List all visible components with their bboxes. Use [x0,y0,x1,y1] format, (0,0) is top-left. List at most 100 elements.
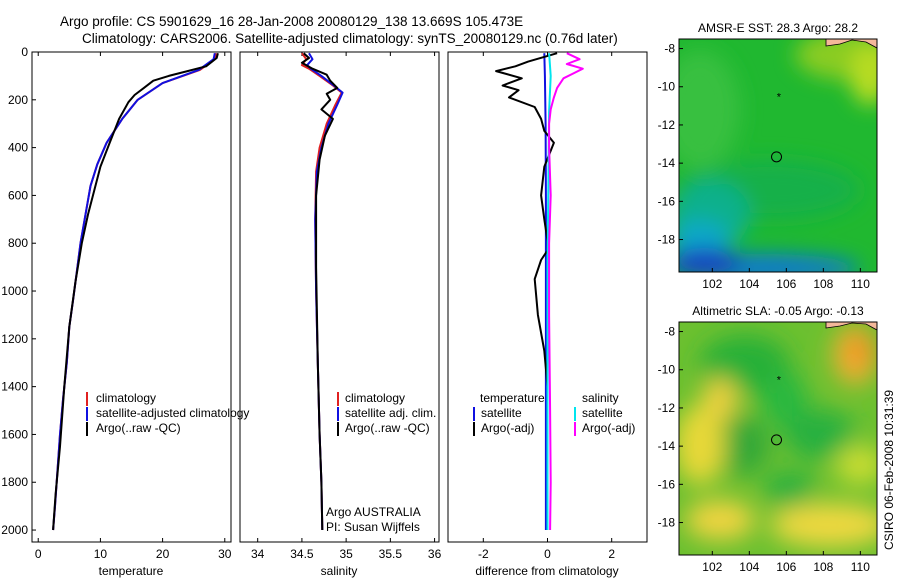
csiro-timestamp: CSIRO 06-Feb-2008 10:31:39 [882,390,896,550]
series-line-salinity-satellite [546,53,552,530]
salinity-legend: climatology satellite adj. clim. Argo(..… [337,391,436,436]
map-y-tick-label: -18 [658,516,676,530]
series-line-salinity-argo-adj [548,52,584,531]
legend-label-argo: Argo(..raw -QC) [96,421,181,435]
x-tick-label: 34 [251,547,265,561]
legend-heading-salinity: salinity [582,391,619,405]
legend-label-temp-argo: Argo(-adj) [481,421,534,435]
x-tick-label: 2 [608,547,615,561]
x-tick-label: -2 [478,547,489,561]
map-x-tick-label: 104 [739,277,759,291]
map-y-tick-label: -8 [664,42,675,56]
map-y-tick-label: -8 [664,325,675,339]
map-x-tick-label: 104 [739,560,759,574]
x-tick-label: 0 [544,547,551,561]
temperature-legend: climatology satellite-adjusted climatolo… [86,391,249,436]
argo-position-marker [771,151,783,163]
legend-label-sal-argo: Argo(-adj) [582,421,635,435]
argo-institution-note: Argo AUSTRALIA [326,505,421,519]
map-x-tick-label: 110 [851,277,870,291]
sla-map-frame [678,321,878,556]
sst-field [679,39,877,272]
y-tick-label: 200 [8,93,28,107]
x-tick-label: 34.5 [290,547,314,561]
y-tick-label: 1200 [1,332,28,346]
sla-map-panel: Altimetric SLA: -0.05 Argo: -0.13 102 104… [658,304,878,574]
y-tick-label: 1800 [1,475,28,489]
title-line-2: Climatology: CARS2006. Satellite-adjuste… [82,31,618,46]
map-x-tick-label: 102 [702,277,722,291]
salinity-panel: 34 34.5 35 35.5 36 salinity climatology sate… [239,51,442,578]
x-tick-label: 36 [428,547,442,561]
difference-panel: -2 0 2 difference from climatology tempera… [447,51,648,578]
salinity-x-axis: 34 34.5 35 35.5 36 [251,52,442,561]
legend-label-sal-satellite: satellite [582,406,623,420]
x-tick-label: 20 [156,547,170,561]
y-tick-label: 1600 [1,427,28,441]
salinity-lines [300,52,344,531]
temperature-lines [52,52,219,531]
difference-legend: temperature satellite Argo(-adj) salinit… [473,391,635,436]
legend-label-climatology: climatology [96,391,156,405]
legend-label-climatology: climatology [345,391,405,405]
sst-map-y-axis: -8 -10 -12 -14 -16 -18 [658,42,683,247]
sst-map-markers: * [771,91,783,163]
sla-map-y-axis: -8 -10 -12 -14 -16 -18 [658,325,683,530]
y-tick-label: 600 [8,188,28,202]
series-line-argo-raw-qc [52,52,219,531]
series-line-satellite-adjusted-climatology [52,53,216,531]
series-line-temperature-satellite [543,53,547,530]
x-tick-label: 10 [94,547,108,561]
map-x-tick-label: 106 [776,277,796,291]
difference-x-axis: -2 0 2 [478,52,615,561]
map-y-tick-label: -10 [658,80,676,94]
map-y-tick-label: -14 [658,439,676,453]
map-x-tick-label: 102 [702,560,722,574]
map-x-tick-label: 110 [851,560,870,574]
map-x-tick-label: 108 [813,560,833,574]
y-tick-label: 1400 [1,380,28,394]
difference-lines [495,52,584,531]
series-line-climatology [300,52,343,531]
legend-label-satellite: satellite adj. clim. [345,406,436,420]
y-tick-label: 800 [8,236,28,250]
series-line-climatology [52,52,218,531]
map-y-tick-label: -10 [658,363,676,377]
temperature-panel: 0 200 400 600 800 1000 1200 1400 1600 1800 2000 0 1… [1,45,249,578]
sst-map-title: AMSR-E SST: 28.3 Argo: 28.2 [698,21,858,35]
series-line-satellite-adj-clim [306,52,344,531]
map-y-tick-label: -12 [658,401,676,415]
legend-heading-temperature: temperature [480,391,545,405]
argo-position-marker [771,434,783,446]
y-tick-label: 1000 [1,284,28,298]
map-y-tick-label: -18 [658,233,676,247]
map-y-tick-label: -16 [658,194,676,208]
x-tick-label: 35.5 [379,547,403,561]
sst-map-frame [678,38,878,273]
map-x-tick-label: 108 [813,277,833,291]
x-tick-label: 0 [35,547,42,561]
y-tick-label: 0 [21,45,28,59]
salinity-axes-frame [239,51,440,543]
legend-label-satellite: satellite-adjusted climatology [96,406,249,420]
sst-map-panel: AMSR-E SST: 28.3 Argo: 28.2 102 104 106 108… [658,21,878,291]
title-line-1: Argo profile: CS 5901629_16 28-Jan-2008 … [60,14,523,29]
legend-label-argo: Argo(..raw -QC) [345,421,430,435]
star-marker-icon: * [777,91,782,103]
temperature-axes-frame [31,51,232,543]
x-tick-label: 35 [339,547,353,561]
sla-map-x-axis: 102 104 106 108 110 [702,551,870,574]
sla-map-markers: * [771,374,783,446]
map-y-tick-label: -16 [658,477,676,491]
map-y-tick-label: -12 [658,118,676,132]
star-marker-icon: * [777,374,782,386]
sst-map-x-axis: 102 104 106 108 110 [702,268,870,291]
sla-field [679,322,877,555]
y-tick-label: 2000 [1,523,28,537]
temperature-x-axis: 0 10 20 30 [35,52,232,561]
sla-map-title: Altimetric SLA: -0.05 Argo: -0.13 [692,304,864,318]
argo-pi-note: PI: Susan Wijffels [326,520,420,534]
legend-label-temp-satellite: satellite [481,406,522,420]
temperature-x-label: temperature [99,564,164,578]
